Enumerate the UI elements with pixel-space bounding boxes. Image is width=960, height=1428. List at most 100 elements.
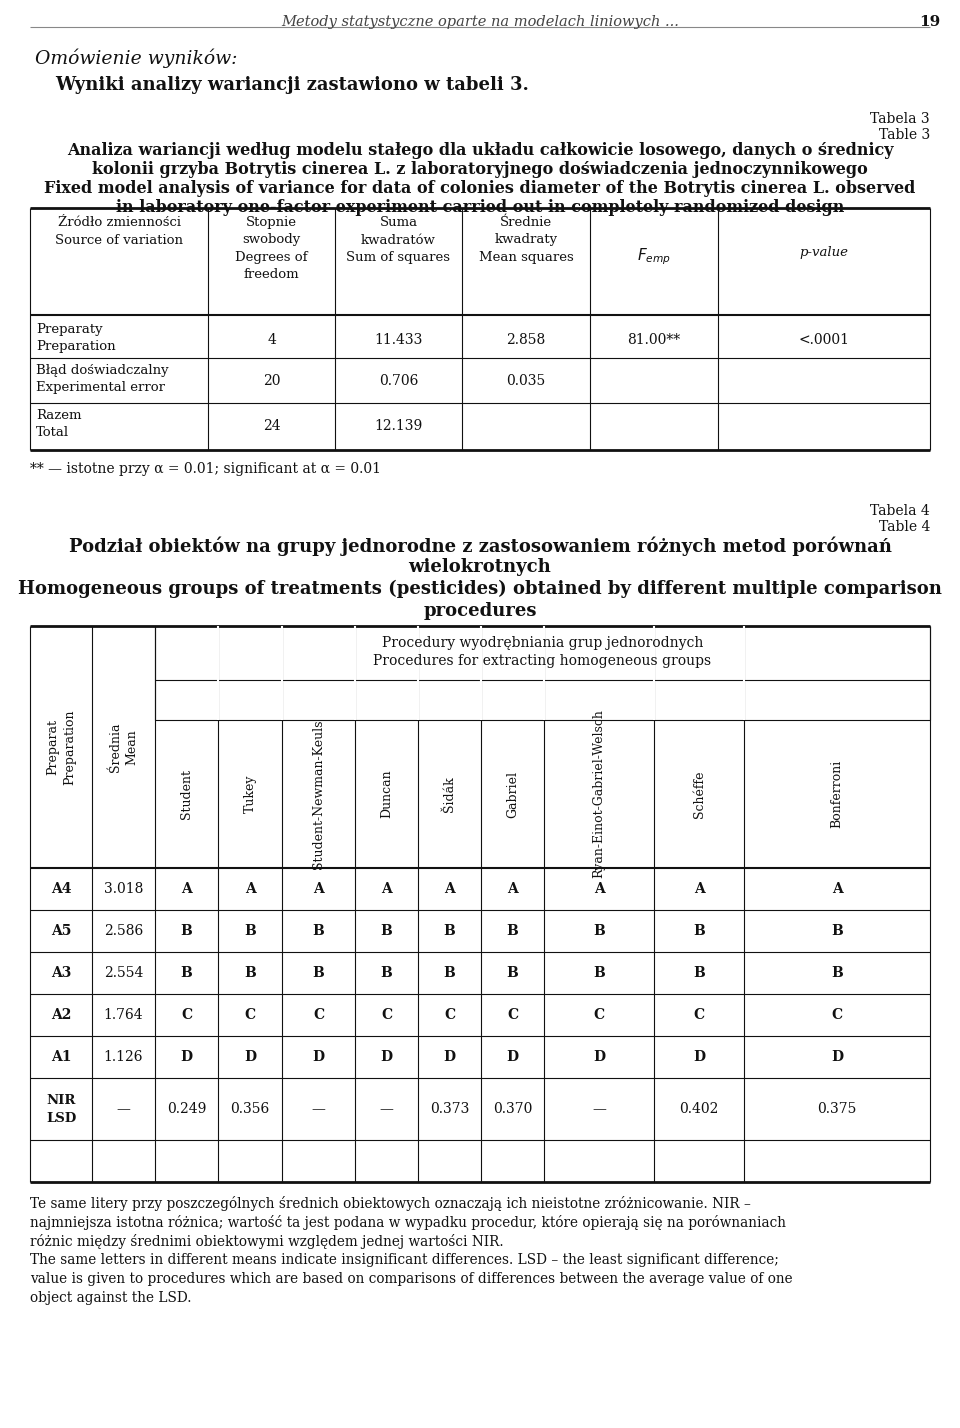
Text: B: B [244,965,256,980]
Text: NIR: NIR [46,1094,76,1107]
Text: Student: Student [180,770,193,820]
Text: 0.356: 0.356 [230,1102,270,1117]
Text: 12.139: 12.139 [374,418,422,433]
Text: 2.858: 2.858 [506,333,545,347]
Text: Stopnie
swobody
Degrees of
freedom: Stopnie swobody Degrees of freedom [235,216,308,281]
Text: Omówienie wyników:: Omówienie wyników: [35,49,237,67]
Text: B: B [507,965,518,980]
Text: B: B [313,924,324,938]
Text: D: D [244,1050,256,1064]
Text: Šidák: Šidák [443,777,456,813]
Text: A: A [313,883,324,895]
Text: 0.249: 0.249 [167,1102,206,1117]
Text: 20: 20 [263,374,280,388]
Text: A: A [381,883,392,895]
Text: A5: A5 [51,924,71,938]
Text: C: C [693,1008,705,1022]
Text: Wyniki analizy wariancji zastawiono w tabeli 3.: Wyniki analizy wariancji zastawiono w ta… [55,76,529,94]
Text: Schéffe: Schéffe [692,770,706,818]
Text: Ryan-Einot-Gabriel-Welsch: Ryan-Einot-Gabriel-Welsch [592,710,606,878]
Text: 24: 24 [263,418,280,433]
Text: value is given to procedures which are based on comparisons of differences betwe: value is given to procedures which are b… [30,1272,793,1287]
Text: 3.018: 3.018 [104,883,143,895]
Text: Suma
kwadratów
Sum of squares: Suma kwadratów Sum of squares [347,216,450,264]
Text: B: B [444,924,455,938]
Text: —: — [379,1102,394,1117]
Text: Błąd doświadczalny
Experimental error: Błąd doświadczalny Experimental error [36,364,169,394]
Text: A: A [507,883,517,895]
Text: B: B [831,924,843,938]
Text: C: C [245,1008,255,1022]
Text: A: A [181,883,192,895]
Text: B: B [180,965,192,980]
Text: D: D [312,1050,324,1064]
Text: 19: 19 [919,16,940,29]
Text: ** — istotne przy α = 0.01; significant at α = 0.01: ** — istotne przy α = 0.01; significant … [30,463,381,476]
Text: B: B [180,924,192,938]
Text: B: B [593,924,605,938]
Text: —: — [116,1102,131,1117]
Text: kolonii grzyba Botrytis cinerea L. z laboratoryjnego doświadczenia jednoczynniko: kolonii grzyba Botrytis cinerea L. z lab… [92,161,868,178]
Text: 0.375: 0.375 [817,1102,856,1117]
Text: Podział obiektów na grupy jednorodne z zastosowaniem różnych metod porównań: Podział obiektów na grupy jednorodne z z… [68,536,892,555]
Text: 1.126: 1.126 [104,1050,143,1064]
Text: object against the LSD.: object against the LSD. [30,1291,191,1305]
Text: B: B [507,924,518,938]
Text: 4: 4 [267,333,276,347]
Text: D: D [507,1050,518,1064]
Text: Średnie
kwadraty
Mean squares: Średnie kwadraty Mean squares [479,216,573,264]
Text: $F_{emp}$: $F_{emp}$ [637,246,671,267]
Text: A4: A4 [51,883,71,895]
Text: D: D [831,1050,843,1064]
Text: C: C [444,1008,455,1022]
Text: A3: A3 [51,965,71,980]
Text: 11.433: 11.433 [374,333,422,347]
Text: Te same litery przy poszczególnych średnich obiektowych oznaczają ich nieistotne: Te same litery przy poszczególnych średn… [30,1197,751,1211]
Text: A: A [245,883,255,895]
Text: najmniejsza istotna różnica; wartość ta jest podana w wypadku procedur, które op: najmniejsza istotna różnica; wartość ta … [30,1215,786,1230]
Text: B: B [831,965,843,980]
Text: 0.035: 0.035 [506,374,545,388]
Text: D: D [380,1050,393,1064]
Text: B: B [593,965,605,980]
Text: 0.402: 0.402 [680,1102,719,1117]
Text: —: — [592,1102,606,1117]
Text: B: B [380,965,393,980]
Text: The same letters in different means indicate insignificant differences. LSD – th: The same letters in different means indi… [30,1252,779,1267]
Text: B: B [244,924,256,938]
Text: B: B [444,965,455,980]
Text: C: C [381,1008,392,1022]
Text: Procedures for extracting homogeneous groups: Procedures for extracting homogeneous gr… [373,654,711,668]
Text: A: A [831,883,842,895]
Text: B: B [313,965,324,980]
Text: B: B [693,965,705,980]
Text: A: A [593,883,605,895]
Text: Preparat
Preparation: Preparat Preparation [46,710,76,785]
Text: Gabriel: Gabriel [506,771,519,817]
Text: C: C [593,1008,605,1022]
Text: Student-Newman-Keuls: Student-Newman-Keuls [312,720,325,868]
Text: 0.373: 0.373 [430,1102,469,1117]
Text: Fixed model analysis of variance for data of colonies diameter of the Botrytis c: Fixed model analysis of variance for dat… [44,180,916,197]
Text: 1.764: 1.764 [104,1008,143,1022]
Text: —: — [312,1102,325,1117]
Text: Table 3: Table 3 [878,129,930,141]
Text: Tabela 3: Tabela 3 [871,111,930,126]
Text: różnic między średnimi obiektowymi względem jednej wartości NIR.: różnic między średnimi obiektowymi wzglę… [30,1234,504,1250]
Text: Bonferroni: Bonferroni [830,760,844,828]
Text: A: A [444,883,455,895]
Text: 2.586: 2.586 [104,924,143,938]
Text: 2.554: 2.554 [104,965,143,980]
Text: D: D [593,1050,605,1064]
Text: Table 4: Table 4 [878,520,930,534]
Text: Średnia
Mean: Średnia Mean [108,723,138,771]
Text: wielokrotnych: wielokrotnych [409,558,551,575]
Text: Tukey: Tukey [244,775,256,814]
Text: 0.706: 0.706 [379,374,419,388]
Text: D: D [444,1050,456,1064]
Text: LSD: LSD [46,1111,76,1124]
Text: C: C [831,1008,843,1022]
Text: Preparaty
Preparation: Preparaty Preparation [36,323,115,353]
Text: Źródło zmienności
Source of variation: Źródło zmienności Source of variation [55,216,183,247]
Text: B: B [380,924,393,938]
